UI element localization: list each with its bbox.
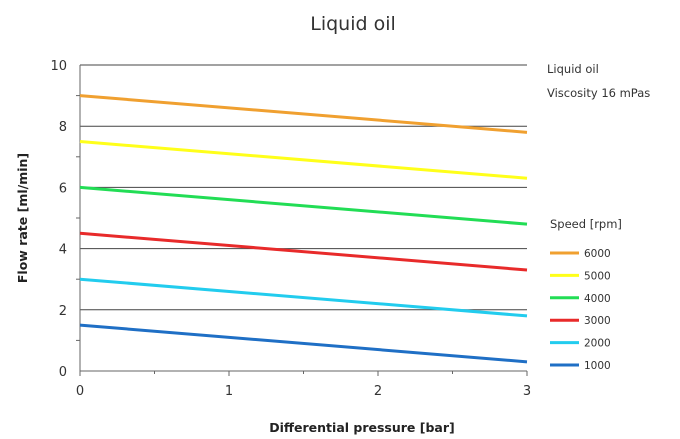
series-line-4000 — [79, 185, 528, 226]
x-tick-label-2: 2 — [374, 384, 382, 399]
series-line-1000 — [79, 323, 528, 364]
y-tick-labels: 0 2 4 6 8 10 — [50, 59, 67, 380]
x-tick-label-1: 1 — [225, 384, 233, 399]
series-line-5000 — [79, 140, 528, 180]
legend-label-3000: 3000 — [584, 315, 611, 327]
y-tick-label-2: 2 — [59, 304, 67, 319]
x-tick-label-3: 3 — [523, 384, 531, 399]
legend-label-2000: 2000 — [584, 338, 611, 350]
y-tick-label-10: 10 — [50, 59, 67, 74]
x-tick-labels: 0 1 2 3 — [76, 384, 531, 399]
series-line-3000 — [79, 231, 528, 272]
y-tick-label-0: 0 — [59, 365, 67, 380]
legend-label-1000: 1000 — [584, 360, 611, 372]
series-line-2000 — [79, 277, 528, 318]
series-lines — [79, 94, 528, 364]
y-tick-label-4: 4 — [59, 243, 67, 258]
x-tick-label-0: 0 — [76, 384, 84, 399]
x-axis-title: Differential pressure [bar] — [269, 420, 454, 435]
y-axis-title: Flow rate [ml/min] — [15, 153, 30, 283]
series-line-6000 — [79, 94, 528, 134]
annotation-fluid: Liquid oil — [547, 62, 599, 76]
legend-label-4000: 4000 — [584, 293, 611, 305]
chart-title: Liquid oil — [310, 13, 396, 35]
y-tick-label-6: 6 — [59, 181, 67, 196]
legend: 6000 5000 4000 3000 2000 1000 — [550, 248, 611, 372]
axes — [76, 65, 528, 376]
legend-title: Speed [rpm] — [550, 217, 622, 231]
legend-label-5000: 5000 — [584, 270, 611, 282]
y-tick-label-8: 8 — [59, 120, 67, 135]
legend-label-6000: 6000 — [584, 248, 611, 260]
annotation-viscosity: Viscosity 16 mPas — [547, 86, 650, 100]
